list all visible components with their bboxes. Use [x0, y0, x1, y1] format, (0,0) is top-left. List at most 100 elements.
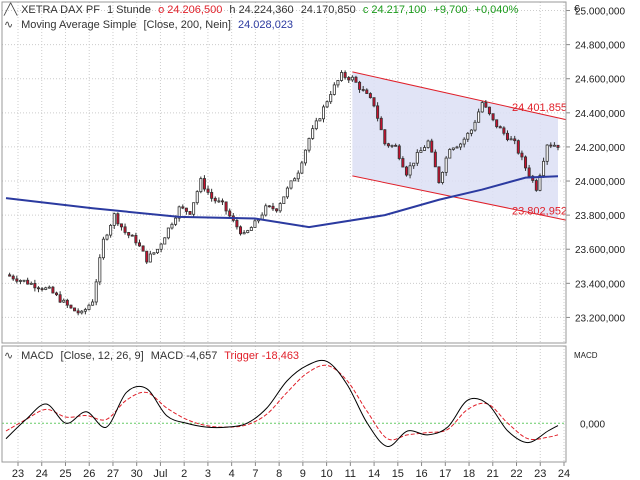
instrument-name: XETRA DAX PF — [21, 4, 100, 16]
candle-body — [289, 180, 293, 189]
candle-body — [448, 149, 452, 159]
candle-body — [444, 157, 448, 173]
x-tick-label: 16 — [415, 468, 427, 480]
candle-body — [152, 252, 156, 255]
candle-body — [495, 119, 499, 128]
candle-body — [62, 299, 66, 303]
candle-body — [408, 165, 412, 176]
sma-label: Moving Average Simple — [21, 19, 137, 31]
candle-body — [51, 286, 55, 294]
candle-body — [55, 292, 59, 296]
candle-body — [498, 126, 502, 129]
candle-body — [40, 288, 44, 291]
candle-body — [36, 287, 40, 290]
trigger-line — [5, 364, 559, 441]
price-header: ╱╲ XETRA DAX PF 1 Stunde o 24.206,500 h … — [4, 3, 522, 16]
candle-body — [159, 243, 163, 250]
candle-body — [275, 208, 279, 212]
candle-body — [318, 118, 322, 122]
macd-indicator-icon: ∿ — [4, 350, 14, 362]
candle-body — [415, 152, 419, 164]
sma-params: [Close, 200, Nein] — [143, 19, 231, 31]
candle-body — [127, 232, 131, 236]
candle-body — [217, 200, 221, 203]
candle-body — [119, 223, 123, 228]
x-tick-label: 10 — [320, 468, 332, 480]
x-tick-label: 7 — [252, 468, 258, 480]
candle-body — [538, 175, 542, 191]
x-tick-label: 9 — [300, 468, 306, 480]
y-tick-label: 24.200,000 — [575, 143, 625, 154]
candle-body — [426, 140, 430, 148]
candle-body — [509, 138, 513, 141]
candle-body — [264, 205, 268, 216]
high-value: h 24.224,360 — [229, 4, 294, 16]
candle-body — [311, 128, 315, 139]
candle-body — [502, 127, 506, 134]
candle-body — [130, 234, 134, 237]
candle-body — [267, 205, 271, 208]
candle-body — [249, 227, 253, 231]
candle-body — [491, 113, 495, 121]
candle-body — [487, 106, 491, 115]
candle-body — [83, 309, 87, 312]
candle-body — [340, 72, 344, 81]
x-tick-label: 22 — [510, 468, 522, 480]
candle-body — [505, 132, 509, 141]
candle-body — [87, 304, 91, 310]
candle-body — [181, 206, 185, 209]
candle-body — [433, 151, 437, 168]
macd-header: ∿ MACD [Close, 12, 26, 9] MACD -4,657 Tr… — [4, 349, 303, 362]
candle-body — [372, 97, 376, 107]
candle-body — [379, 117, 383, 131]
x-tick-label: 2 — [181, 468, 187, 480]
change-value: +9,700 — [433, 4, 468, 16]
candle-body — [354, 76, 358, 83]
candle-body — [26, 279, 30, 285]
candle-body — [112, 213, 116, 226]
candle-body — [18, 280, 22, 282]
candle-body — [278, 203, 282, 212]
macd-label: MACD — [21, 350, 54, 362]
candle-body — [94, 281, 98, 303]
x-tick-label: 15 — [392, 468, 404, 480]
candle-body — [441, 171, 445, 183]
candle-body — [58, 294, 62, 303]
x-tick-label: 14 — [368, 468, 380, 480]
candle-body — [145, 250, 149, 263]
candle-body — [516, 140, 520, 154]
x-tick-label: 8 — [276, 468, 282, 480]
candle-body — [137, 242, 141, 247]
candle-body — [314, 120, 318, 130]
candle-body — [213, 197, 217, 202]
candle-body — [69, 304, 73, 309]
price-panel-frame — [1, 1, 567, 344]
candle-body — [65, 299, 69, 306]
candle-body — [552, 144, 556, 147]
channel-lower-label: 23.802,952 — [512, 206, 567, 218]
candle-body — [246, 230, 250, 233]
x-tick-label: 18 — [463, 468, 475, 480]
candle-body — [423, 147, 427, 151]
candle-body — [542, 160, 546, 176]
candle-body — [134, 235, 138, 244]
candle-body — [343, 72, 347, 78]
candle-body — [33, 282, 37, 289]
interval-label: 1 Stunde — [106, 4, 152, 16]
trigger-value: Trigger -18,463 — [224, 350, 300, 362]
candle-body — [156, 248, 160, 254]
candle-body — [365, 89, 369, 94]
x-tick-label: 17 — [439, 468, 451, 480]
low-value: 24.170,850 — [300, 4, 356, 16]
sma-header: ∿ Moving Average Simple [Close, 200, Nei… — [4, 18, 297, 31]
candle-body — [166, 227, 170, 239]
candle-body — [390, 144, 394, 147]
candle-body — [513, 138, 517, 142]
sma-value: 24.028,023 — [238, 19, 294, 31]
axis-layer: 23.200,000 23.400,000 23.600,000 23.800,000… — [12, 7, 626, 480]
candle-body — [397, 145, 401, 159]
candle-body — [473, 121, 477, 131]
open-value: o 24.206,500 — [158, 4, 223, 16]
candle-body — [220, 200, 224, 203]
candle-body — [329, 94, 333, 103]
